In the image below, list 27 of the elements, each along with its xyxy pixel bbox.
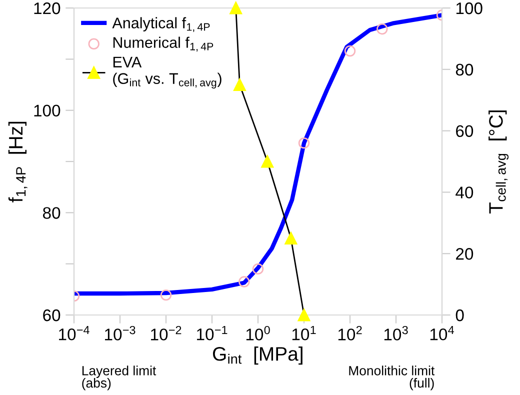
y2-tick-label: 40 xyxy=(456,186,474,198)
x-axis-title: G$_{int}$ [MPa] xyxy=(212,346,302,365)
legend-label: Numerical f$_{1,4P}$ xyxy=(113,36,214,52)
y2-axis-title: T$_{cell,avg}$ [°C] xyxy=(488,110,509,214)
x-tick-label: 10$^{3}$ xyxy=(384,326,408,340)
y2-tick-label: 100 xyxy=(456,2,482,14)
x-tick-label: 10$^{4}$ xyxy=(430,326,454,340)
y2-tick-label: 60 xyxy=(456,125,474,138)
legend-label: Analytical f$_{1,4P}$ xyxy=(112,17,210,32)
y-tick-label: 80 xyxy=(42,207,60,219)
y-tick-label: 100 xyxy=(34,104,60,117)
x-tick-label: 10$^{−2}$ xyxy=(151,326,182,340)
y-tick-label: 120 xyxy=(34,2,60,14)
x-tick-label: 10$^{1}$ xyxy=(292,326,316,340)
legend-label: EVA (G$_{int}$ vs. T$_{cell,avg}$) xyxy=(113,56,222,88)
text: Layered limit (abs) xyxy=(82,366,156,390)
y-tick-label: 60 xyxy=(43,309,60,322)
x-tick-label: 10$^{−4}$ xyxy=(59,326,90,340)
x-tick-label: 10$^{2}$ xyxy=(338,326,362,340)
y2-tick-label: 80 xyxy=(456,64,474,76)
y2-tick-label: 0 xyxy=(456,309,464,322)
x-tick-label: 10$^{−3}$ xyxy=(105,326,136,340)
y-axis-title: f$_{1,4P}$ [Hz] xyxy=(8,122,28,202)
x-tick-label: 10$^{0}$ xyxy=(246,326,270,340)
text: Monolithic limit (full) xyxy=(349,366,435,390)
x-tick-label: 10$^{−1}$ xyxy=(197,326,228,340)
y2-tick-label: 20 xyxy=(456,248,474,260)
